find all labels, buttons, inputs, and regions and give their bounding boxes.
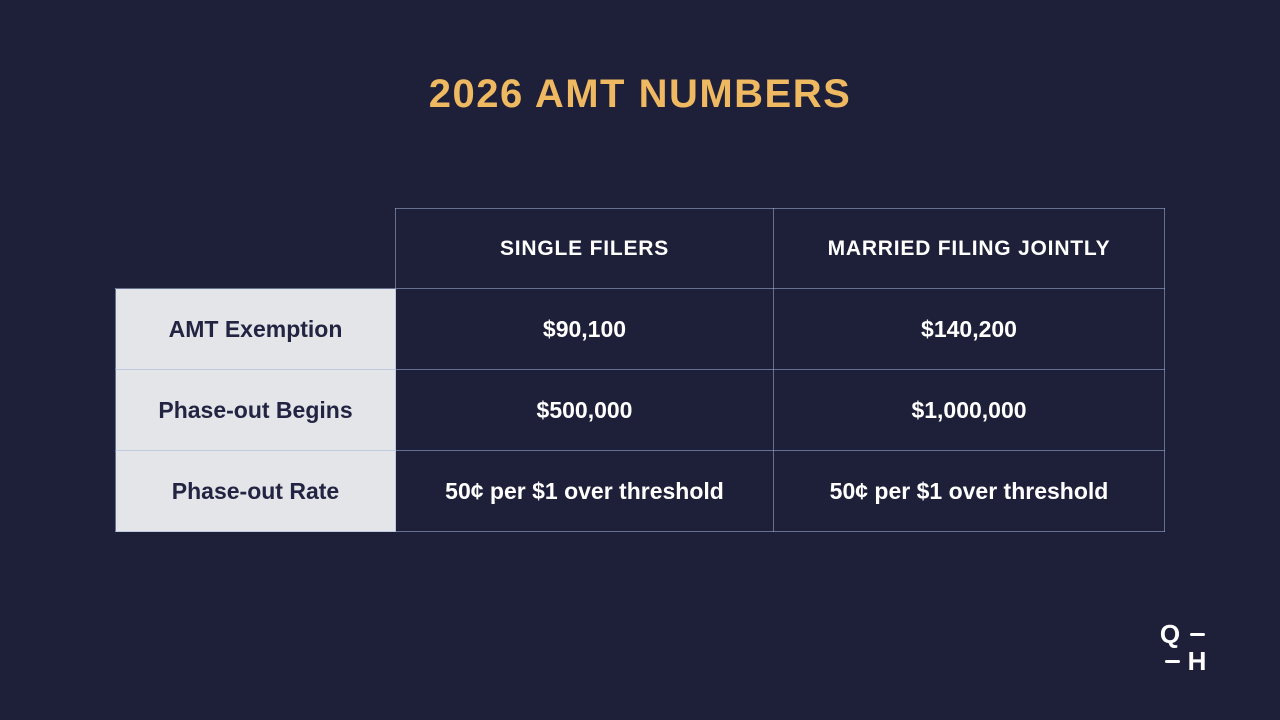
corner-cell	[116, 209, 396, 289]
cell-amt-exemption-single: $90,100	[395, 288, 774, 370]
cell-amt-exemption-married: $140,200	[773, 288, 1165, 370]
row-label-phase-out-begins: Phase-out Begins	[115, 369, 396, 451]
logo-letter-q: Q	[1159, 619, 1181, 649]
table-row: AMT Exemption $90,100 $140,200	[115, 288, 1165, 370]
cell-phase-out-rate-married: 50¢ per $1 over threshold	[773, 450, 1165, 532]
column-header-married-filing-jointly: MARRIED FILING JOINTLY	[773, 208, 1165, 289]
column-header-single-filers: SINGLE FILERS	[395, 208, 774, 289]
table-row: Phase-out Rate 50¢ per $1 over threshold…	[115, 450, 1165, 532]
logo-dash-icon	[1156, 648, 1184, 674]
cell-phase-out-begins-single: $500,000	[395, 369, 774, 451]
logo-dash-icon	[1184, 620, 1210, 648]
table-row: Phase-out Begins $500,000 $1,000,000	[115, 369, 1165, 451]
cell-phase-out-rate-single: 50¢ per $1 over threshold	[395, 450, 774, 532]
logo-letter-h: H	[1187, 646, 1207, 676]
row-label-phase-out-rate: Phase-out Rate	[115, 450, 396, 532]
cell-phase-out-begins-married: $1,000,000	[773, 369, 1165, 451]
amt-numbers-table: SINGLE FILERS MARRIED FILING JOINTLY AMT…	[115, 208, 1165, 532]
table-header-row: SINGLE FILERS MARRIED FILING JOINTLY	[116, 208, 1165, 289]
qh-brand-logo: Q H	[1156, 620, 1210, 674]
page-title: 2026 AMT NUMBERS	[428, 72, 852, 116]
row-label-amt-exemption: AMT Exemption	[115, 288, 396, 370]
